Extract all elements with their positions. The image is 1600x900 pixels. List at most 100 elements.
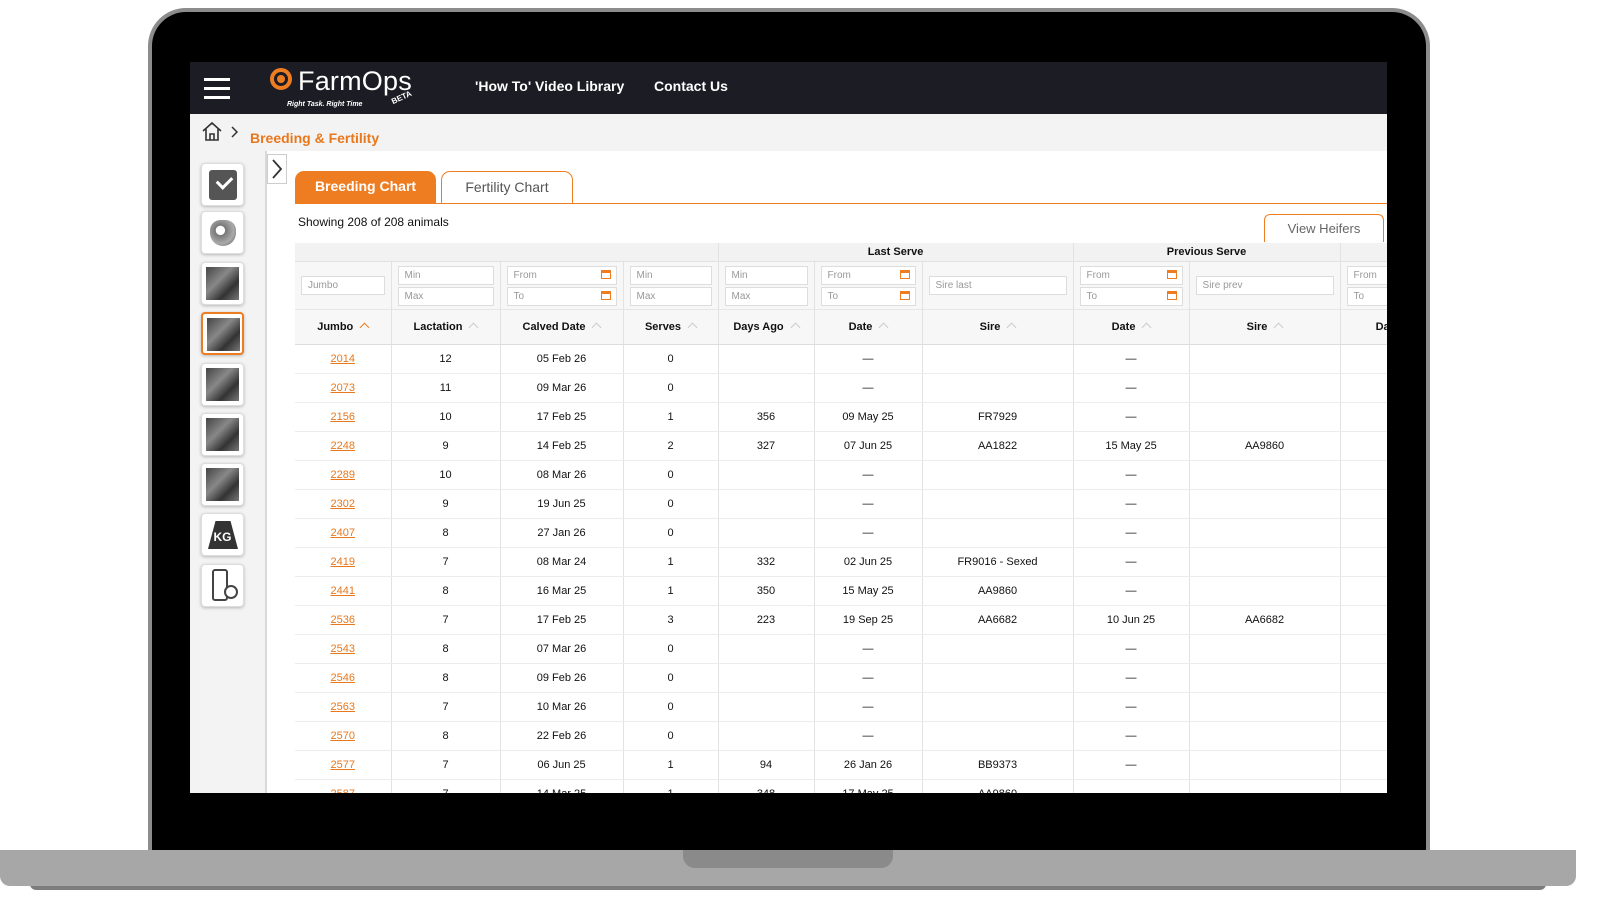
column-header[interactable]: Date <box>1073 309 1190 345</box>
jumbo-link[interactable]: 2407 <box>330 527 355 539</box>
calendar-icon[interactable] <box>1166 290 1177 300</box>
nav-link[interactable]: Contact Us <box>654 78 728 94</box>
sidebar-toggle[interactable] <box>267 154 287 184</box>
cell-text: 19 Jun 25 <box>537 498 586 510</box>
filter-cell: Min Max <box>623 261 719 310</box>
calendar-icon[interactable] <box>899 290 910 300</box>
filter-input[interactable]: Jumbo <box>301 276 385 295</box>
column-header[interactable]: Lactation <box>391 309 501 345</box>
column-header[interactable]: Date <box>1340 309 1387 345</box>
column-header[interactable]: Jumbo <box>295 309 392 345</box>
jumbo-link[interactable]: 2577 <box>330 759 355 771</box>
jumbo-link[interactable]: 2563 <box>330 701 355 713</box>
filter-input[interactable]: Min <box>629 265 712 285</box>
menu-icon[interactable] <box>204 96 230 99</box>
cell: — <box>1073 721 1190 751</box>
filter-input[interactable]: Min <box>724 265 808 285</box>
cell: — <box>1073 518 1190 548</box>
cell-text: 10 <box>439 411 452 423</box>
cell <box>718 663 815 693</box>
sidebar-icon[interactable] <box>201 564 244 607</box>
sort-icon[interactable] <box>687 322 698 333</box>
tab-active[interactable]: Breeding Chart <box>295 171 436 204</box>
sidebar-icon[interactable] <box>201 262 244 305</box>
column-header[interactable]: Calved Date <box>500 309 624 345</box>
sort-icon[interactable] <box>359 322 370 333</box>
cell-text: 11 <box>439 382 452 394</box>
breadcrumb-current[interactable]: Breeding & Fertility <box>250 130 380 146</box>
sort-icon[interactable] <box>1273 322 1284 333</box>
cell-text: — <box>862 672 874 684</box>
jumbo-link[interactable]: 2570 <box>330 730 355 742</box>
jumbo-link[interactable]: 2536 <box>330 614 355 626</box>
tab[interactable]: Fertility Chart <box>441 171 573 204</box>
filter-input[interactable]: Min <box>397 265 494 285</box>
cell-text: 22 Feb 26 <box>536 730 587 742</box>
filter-input[interactable]: To <box>1079 286 1183 306</box>
sidebar-icon[interactable] <box>201 463 244 506</box>
calendar-icon[interactable] <box>600 269 611 279</box>
filter-input[interactable]: Max <box>724 286 808 306</box>
cell-text: 15 May 25 <box>1105 440 1157 452</box>
jumbo-link[interactable]: 2014 <box>330 353 355 365</box>
jumbo-link[interactable]: 2546 <box>330 672 355 684</box>
sort-icon[interactable] <box>790 322 801 333</box>
cell: AA6682 <box>922 605 1074 635</box>
column-header[interactable]: Sire <box>922 309 1074 345</box>
cell <box>922 634 1074 664</box>
menu-icon[interactable] <box>204 78 230 81</box>
sidebar-icon[interactable] <box>201 363 244 406</box>
filter-input[interactable]: From <box>1346 265 1387 285</box>
sidebar-icon[interactable]: KG <box>201 513 244 556</box>
sort-icon[interactable] <box>469 322 479 333</box>
cell-text: 17 May 25 <box>842 788 893 793</box>
filter-input[interactable]: To <box>820 286 916 306</box>
cell <box>1340 750 1387 780</box>
jumbo-link[interactable]: 2419 <box>330 556 355 568</box>
calendar-icon[interactable] <box>1166 269 1177 279</box>
jumbo-link[interactable]: 2543 <box>330 643 355 655</box>
sidebar-icon[interactable] <box>201 163 244 206</box>
cell-text: 16 Mar 25 <box>536 585 587 597</box>
filter-input[interactable]: Max <box>629 286 712 306</box>
cell <box>922 518 1074 548</box>
menu-icon[interactable] <box>204 87 230 90</box>
calendar-icon[interactable] <box>600 290 611 300</box>
column-header[interactable]: Serves <box>623 309 719 345</box>
jumbo-link[interactable]: 2441 <box>330 585 355 597</box>
filter-input[interactable]: From <box>506 265 617 285</box>
column-header[interactable]: Days Ago <box>718 309 815 345</box>
calendar-icon[interactable] <box>899 269 910 279</box>
jumbo-link[interactable]: 2289 <box>330 469 355 481</box>
filter-input[interactable]: Sire last <box>928 276 1067 295</box>
sidebar-icon[interactable] <box>201 211 244 254</box>
sidebar-icon[interactable] <box>201 312 244 355</box>
filter-input[interactable]: To <box>1346 286 1387 306</box>
sort-icon[interactable] <box>878 322 889 333</box>
filter-input[interactable]: Sire prev <box>1195 276 1334 295</box>
jumbo-link[interactable]: 2248 <box>330 440 355 452</box>
view-heifers-button[interactable]: View Heifers <box>1264 214 1384 242</box>
jumbo-link[interactable]: 2156 <box>330 411 355 423</box>
jumbo-link[interactable]: 2587 <box>331 788 355 793</box>
jumbo-link[interactable]: 2302 <box>330 498 355 510</box>
nav-link[interactable]: 'How To' Video Library <box>475 78 625 94</box>
jumbo-link[interactable]: 2073 <box>330 382 355 394</box>
filter-input[interactable]: Max <box>397 286 494 306</box>
cell: 9 <box>391 431 501 461</box>
sidebar-icon[interactable] <box>201 413 244 456</box>
filter-input[interactable]: To <box>506 286 617 306</box>
cell <box>718 634 815 664</box>
sort-icon[interactable] <box>1142 322 1152 333</box>
sort-icon[interactable] <box>592 322 602 333</box>
sort-icon[interactable] <box>1006 322 1017 333</box>
column-header[interactable]: Date <box>814 309 923 345</box>
filter-input[interactable]: From <box>820 265 916 285</box>
cell-text: 02 Jun 25 <box>843 556 893 568</box>
home-icon[interactable] <box>200 120 224 142</box>
logo-name[interactable]: FarmOps <box>298 66 412 96</box>
cell: 223 <box>718 605 815 635</box>
column-header[interactable]: Sire <box>1189 309 1341 345</box>
filter-input[interactable]: From <box>1079 265 1183 285</box>
cell-text: AA6682 <box>977 614 1018 626</box>
